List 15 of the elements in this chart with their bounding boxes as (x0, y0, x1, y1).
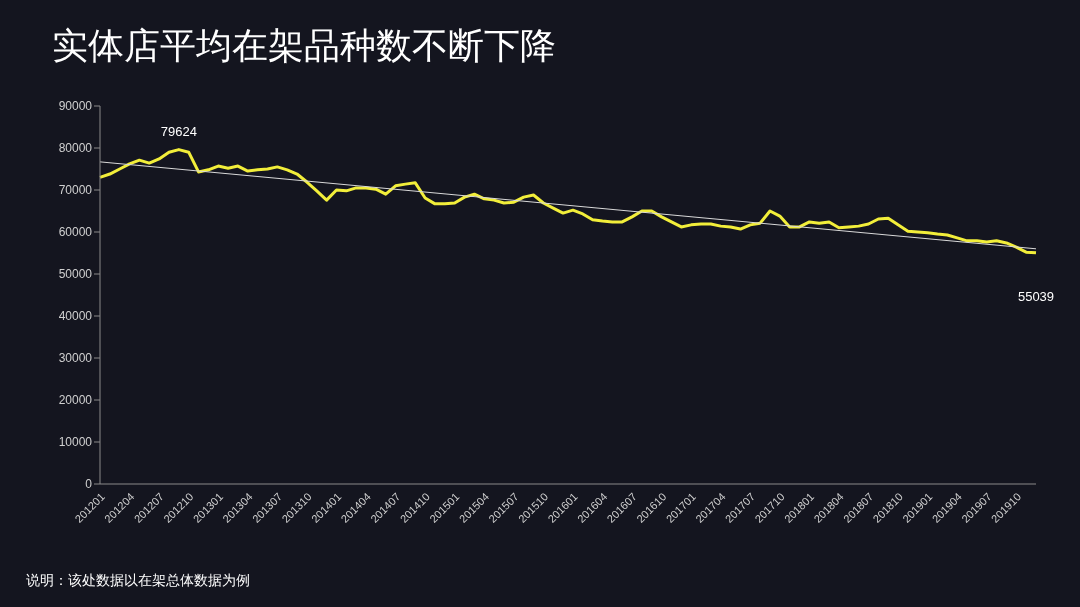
y-tick-label: 0 (85, 477, 93, 492)
y-tick-label: 70000 (58, 183, 93, 198)
chart-title: 实体店平均在架品种数不断下降 (52, 24, 556, 68)
y-tick-label: 10000 (58, 435, 93, 450)
data-label: 55039 (1017, 288, 1055, 304)
line-series (98, 148, 1038, 255)
y-tick-label: 30000 (58, 351, 93, 366)
y-tick-label: 60000 (58, 225, 93, 240)
y-tick-label: 90000 (58, 99, 93, 114)
y-tick-label: 20000 (58, 393, 93, 408)
y-tick-label: 50000 (58, 267, 93, 282)
y-tick-label: 40000 (58, 309, 93, 324)
data-label: 79624 (160, 123, 197, 139)
text: 说明：该处数据以在架总体数据为例 (26, 572, 250, 590)
y-tick-label: 80000 (58, 141, 93, 156)
